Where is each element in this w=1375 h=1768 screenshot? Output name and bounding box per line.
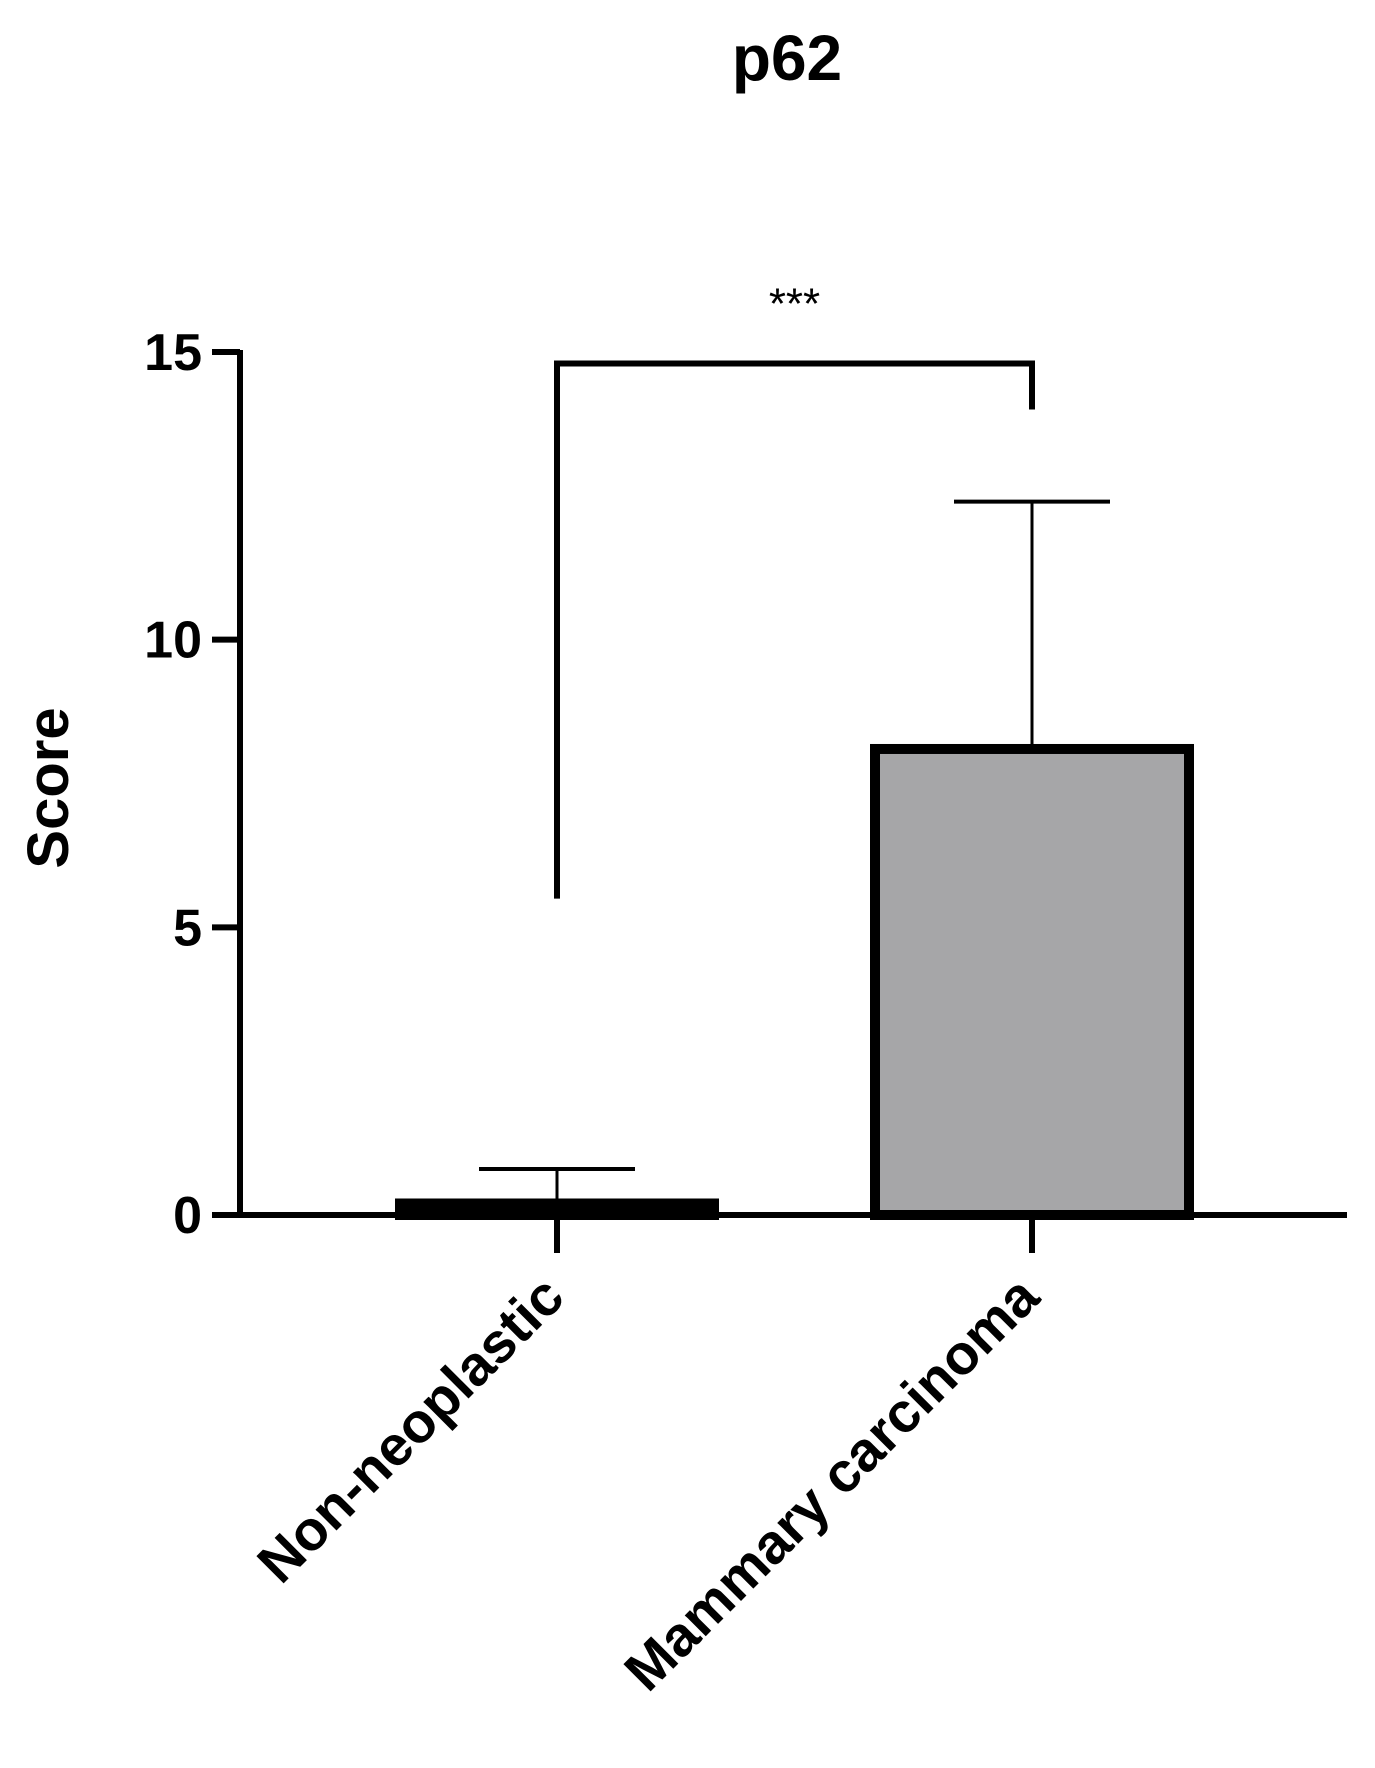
bars-layer bbox=[395, 743, 1194, 1220]
x-category-label-1: Mammary carcinoma bbox=[612, 1263, 1051, 1702]
error-bars-layer bbox=[479, 499, 1110, 1204]
y-tick-label-5: 5 bbox=[173, 899, 202, 957]
significance-label: *** bbox=[769, 280, 820, 329]
axes-layer bbox=[237, 350, 1347, 1218]
x-categories-layer: Non-neoplastic Mammary carcinoma bbox=[245, 1215, 1051, 1702]
significance-layer: *** bbox=[554, 280, 1035, 899]
y-tick-label-15: 15 bbox=[144, 324, 202, 382]
chart-title: p62 bbox=[732, 22, 842, 94]
x-category-label-0: Non-neoplastic bbox=[245, 1264, 576, 1595]
significance-bracket bbox=[554, 360, 1035, 899]
y-tick-label-0: 0 bbox=[173, 1187, 202, 1245]
y-tick-label-10: 10 bbox=[144, 612, 202, 670]
bar-1 bbox=[870, 743, 1194, 1220]
y-ticks-layer: 0 5 10 15 bbox=[144, 324, 240, 1245]
y-axis-label: Score bbox=[16, 707, 81, 868]
